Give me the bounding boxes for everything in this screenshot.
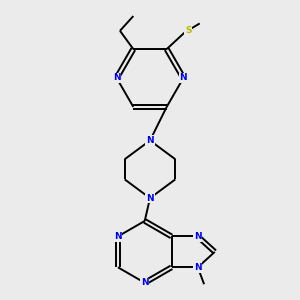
Text: S: S: [185, 26, 192, 35]
Text: N: N: [141, 278, 148, 287]
Text: N: N: [194, 232, 202, 241]
Text: N: N: [146, 136, 154, 145]
Text: N: N: [194, 263, 202, 272]
Text: N: N: [180, 74, 187, 82]
Text: N: N: [114, 232, 122, 241]
Text: N: N: [146, 194, 154, 202]
Text: N: N: [113, 74, 120, 82]
